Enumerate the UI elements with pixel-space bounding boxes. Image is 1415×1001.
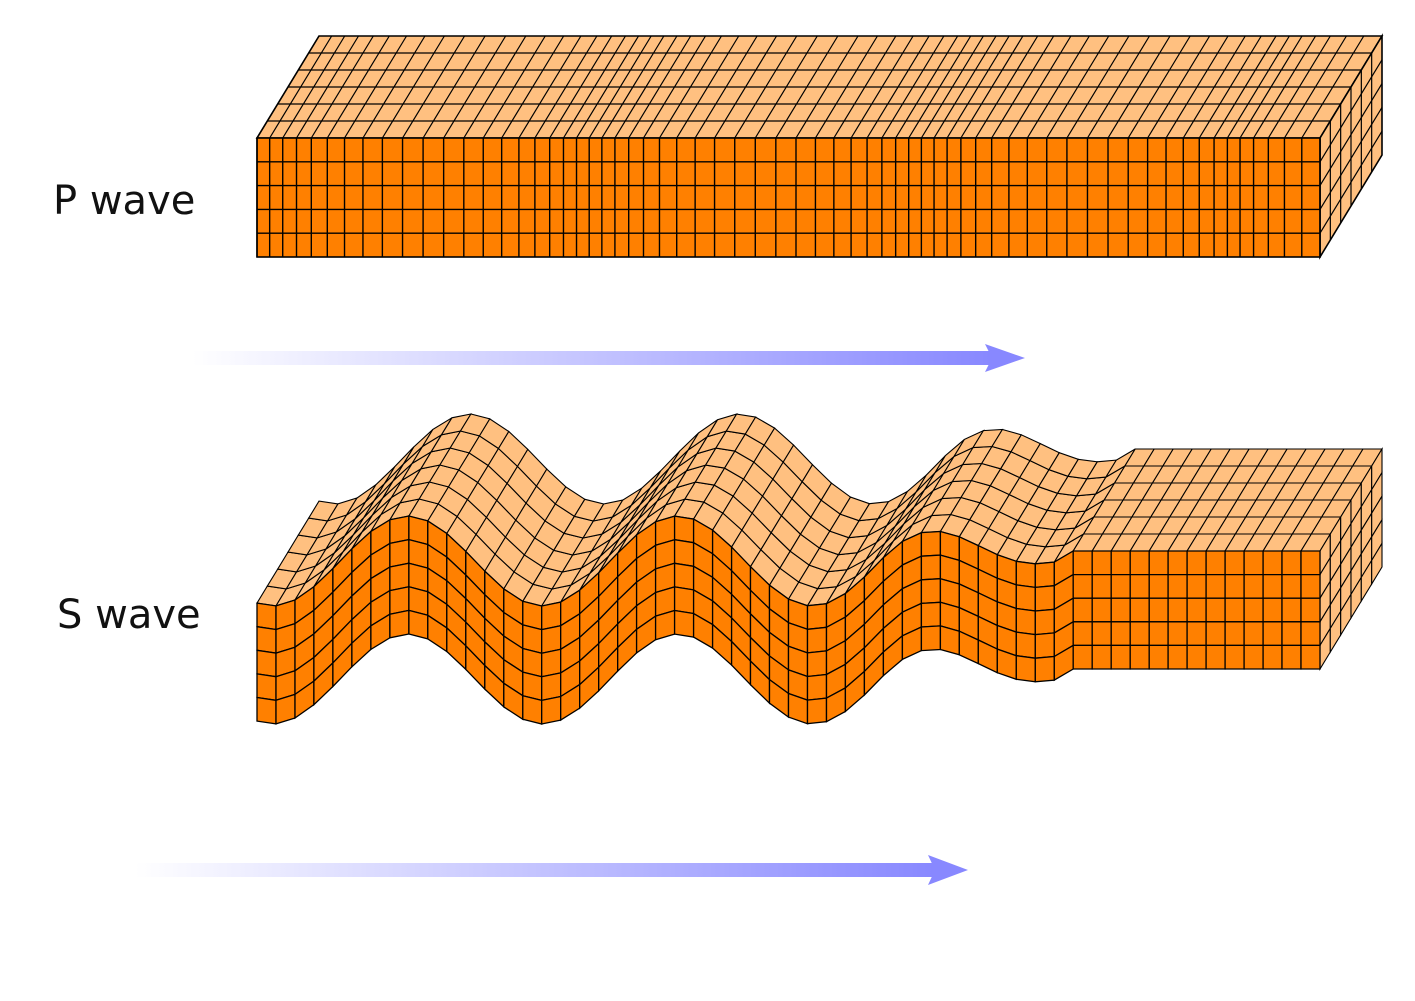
p-wave-arrow [192, 344, 1025, 372]
s-wave-label: S wave [57, 592, 201, 638]
s-wave-arrow [135, 855, 968, 885]
s-wave-block [256, 413, 1383, 725]
p-wave-label: P wave [53, 178, 196, 224]
p-wave-block [255, 33, 1384, 260]
